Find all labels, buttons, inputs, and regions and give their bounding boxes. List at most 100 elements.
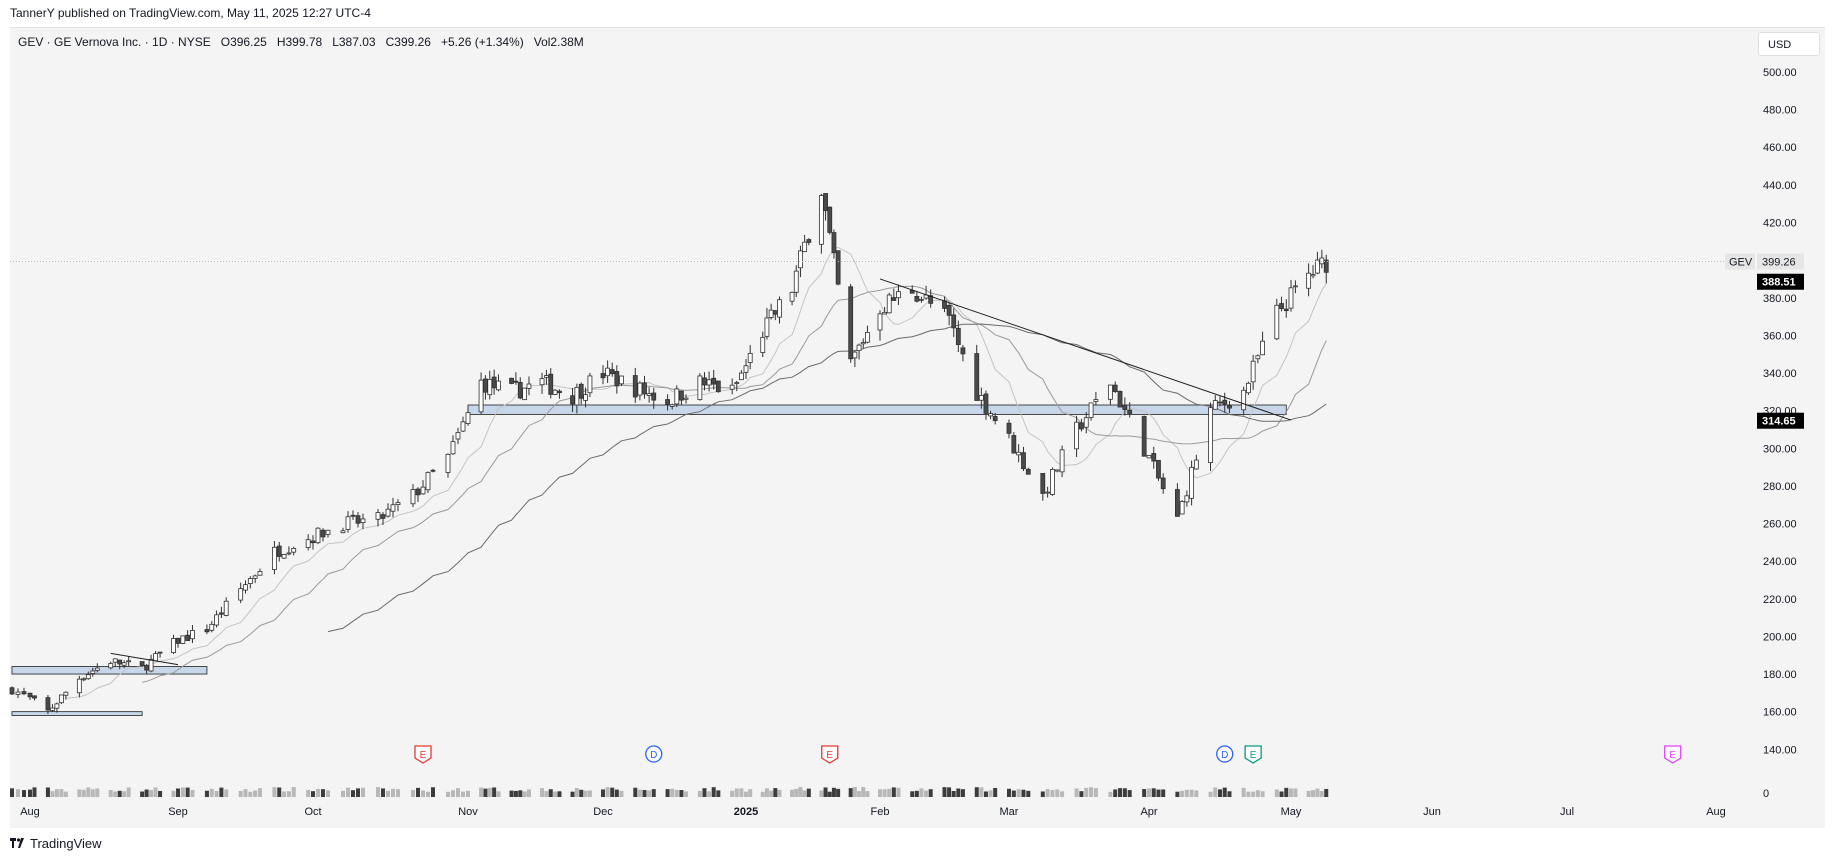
- volume-bar: [878, 789, 882, 797]
- tradingview-logo-icon: [10, 836, 26, 851]
- volume-bar: [707, 791, 712, 797]
- volume-bar: [411, 789, 415, 797]
- volume-bar: [540, 788, 545, 797]
- volume-bar: [126, 787, 131, 797]
- volume-bar: [1189, 789, 1194, 797]
- candle-body: [1054, 469, 1060, 472]
- volume-bar: [1108, 791, 1113, 797]
- volume-bar: [553, 791, 558, 797]
- candle-body: [637, 382, 643, 396]
- chart-pane[interactable]: [10, 27, 1825, 828]
- candle-body: [487, 378, 493, 396]
- event-marker-label: E: [826, 750, 833, 761]
- volume-bar: [326, 790, 330, 797]
- legend-volume: Vol2.38M: [533, 35, 584, 49]
- volume-bar: [522, 791, 527, 797]
- price-tick-label: 240.00: [1763, 556, 1797, 568]
- candle-body: [32, 695, 37, 699]
- candle-body: [928, 295, 934, 304]
- price-tick-label: 140.00: [1763, 744, 1797, 756]
- volume-bar: [209, 788, 214, 797]
- volume-bar: [391, 788, 395, 797]
- candle-body: [1293, 285, 1298, 288]
- tradingview-brand: TradingView: [30, 836, 102, 851]
- candle-body: [1040, 473, 1046, 494]
- candle-body: [1189, 466, 1194, 499]
- volume-bar: [619, 790, 624, 797]
- event-marker-label: E: [1250, 750, 1257, 761]
- candle-body: [856, 344, 862, 352]
- volume-bar: [1011, 790, 1016, 797]
- candle-body: [54, 703, 60, 709]
- volume-bar: [282, 791, 287, 797]
- candle-body: [81, 678, 87, 681]
- ma-price-value: 388.51: [1762, 277, 1796, 289]
- candle-body: [802, 241, 808, 253]
- volume-bar: [95, 788, 100, 797]
- volume-histogram: [10, 787, 1329, 797]
- candle-body: [252, 575, 258, 579]
- volume-bar: [1208, 791, 1213, 797]
- symbol-legend[interactable]: GEV · GE Vernova Inc. · 1D · NYSE O396.2…: [18, 35, 584, 49]
- candle-body: [646, 393, 652, 396]
- volume-bar: [32, 787, 37, 797]
- candle-body: [738, 372, 744, 381]
- event-marker-label: E: [1669, 750, 1676, 761]
- price-tick-label: 180.00: [1763, 669, 1797, 681]
- candle-body: [108, 663, 114, 669]
- volume-bar: [823, 787, 828, 797]
- volume-bar: [891, 787, 896, 797]
- volume-bar: [730, 790, 735, 797]
- volume-bar: [1055, 789, 1060, 797]
- candle-body: [455, 432, 461, 440]
- price-tick-label: 220.00: [1763, 594, 1797, 606]
- candle-body: [865, 332, 870, 343]
- candle-body: [360, 518, 366, 524]
- last-price-symbol-tag: [1725, 253, 1755, 270]
- volume-bar: [1147, 788, 1151, 797]
- price-tick-label: 360.00: [1763, 330, 1797, 342]
- volume-bar: [887, 788, 892, 797]
- candle-body: [882, 311, 888, 315]
- volume-zero-label: 0: [1763, 788, 1769, 800]
- candle-body: [619, 375, 624, 385]
- candle-body: [818, 195, 824, 245]
- candle-body: [747, 352, 753, 363]
- earnings-marker-icon: [414, 745, 432, 764]
- ma-price-tag: [1757, 273, 1804, 290]
- volume-bar: [1324, 788, 1329, 797]
- candle-body: [513, 380, 519, 383]
- candle-body: [1283, 308, 1289, 312]
- candle-body: [1288, 287, 1294, 309]
- volume-bar: [1319, 791, 1324, 797]
- candle-body: [21, 691, 27, 695]
- moving-averages: [65, 246, 1327, 699]
- candle-body: [190, 630, 195, 640]
- currency-selector[interactable]: USD: [1758, 32, 1820, 56]
- candle-body: [988, 413, 993, 417]
- volume-bar: [744, 791, 748, 797]
- event-marker-label: D: [650, 750, 657, 761]
- candle-body: [281, 554, 287, 559]
- volume-bar: [526, 789, 531, 797]
- volume-bar: [1007, 788, 1011, 797]
- volume-bar: [122, 791, 127, 797]
- candle-body: [896, 291, 901, 299]
- last-price-tag: [1757, 253, 1804, 270]
- volume-bar: [1161, 789, 1166, 797]
- candle-body: [517, 382, 523, 399]
- candle-body: [175, 637, 181, 644]
- time-axis: Aug Sep Oct Nov Dec 2025 Feb Mar Apr May Jun Jul Aug: [20, 806, 1726, 818]
- ma-10-line: [65, 246, 1327, 699]
- volume-bar: [739, 788, 744, 797]
- candle-body: [848, 286, 854, 360]
- candle-body: [674, 388, 680, 405]
- candle-body: [90, 670, 96, 674]
- volume-bar: [601, 789, 605, 797]
- volume-bar: [81, 789, 86, 797]
- volume-bar: [321, 789, 325, 797]
- volume-bar: [988, 790, 993, 797]
- tradingview-footer[interactable]: TradingView: [10, 836, 102, 851]
- candle-body: [496, 380, 501, 391]
